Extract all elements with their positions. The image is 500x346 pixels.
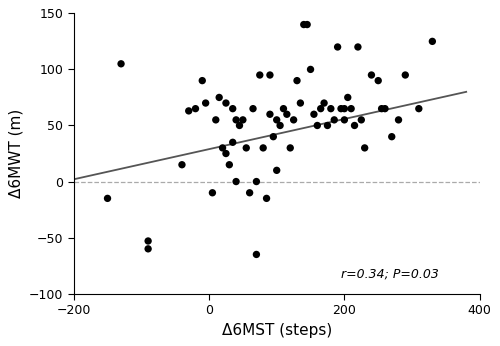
Point xyxy=(198,78,206,83)
Point xyxy=(306,67,314,72)
Point xyxy=(236,123,244,128)
Point xyxy=(252,179,260,184)
Point xyxy=(256,72,264,78)
Point xyxy=(340,106,348,111)
Point xyxy=(276,123,284,128)
Point xyxy=(324,123,332,128)
Point xyxy=(259,145,267,151)
X-axis label: Δ6MST (steps): Δ6MST (steps) xyxy=(222,323,332,338)
Point xyxy=(222,100,230,106)
Point xyxy=(314,123,322,128)
Point xyxy=(415,106,423,111)
Point xyxy=(296,100,304,106)
Point xyxy=(316,106,324,111)
Point xyxy=(232,117,240,122)
Point xyxy=(378,106,386,111)
Point xyxy=(144,238,152,244)
Point xyxy=(266,111,274,117)
Point xyxy=(246,190,254,195)
Point xyxy=(368,72,376,78)
Point xyxy=(310,111,318,117)
Point xyxy=(402,72,409,78)
Point xyxy=(249,106,257,111)
Point xyxy=(286,145,294,151)
Point xyxy=(266,72,274,78)
Point xyxy=(270,134,278,139)
Point xyxy=(232,179,240,184)
Point xyxy=(117,61,125,66)
Point xyxy=(272,167,280,173)
Y-axis label: Δ6MWT (m): Δ6MWT (m) xyxy=(8,109,24,198)
Point xyxy=(202,100,209,106)
Point xyxy=(104,195,112,201)
Point xyxy=(242,145,250,151)
Point xyxy=(144,246,152,252)
Point xyxy=(262,195,270,201)
Point xyxy=(340,117,348,122)
Point xyxy=(283,111,291,117)
Point xyxy=(226,162,234,167)
Point xyxy=(192,106,200,111)
Point xyxy=(272,117,280,122)
Point xyxy=(394,117,402,122)
Point xyxy=(347,106,355,111)
Point xyxy=(208,190,216,195)
Point xyxy=(293,78,301,83)
Point xyxy=(228,139,236,145)
Point xyxy=(358,117,366,122)
Point xyxy=(334,44,342,50)
Point xyxy=(228,106,236,111)
Point xyxy=(354,44,362,50)
Point xyxy=(290,117,298,122)
Point xyxy=(374,78,382,83)
Point xyxy=(428,39,436,44)
Point xyxy=(344,95,352,100)
Point xyxy=(222,151,230,156)
Point xyxy=(212,117,220,122)
Point xyxy=(280,106,287,111)
Point xyxy=(330,117,338,122)
Point xyxy=(252,252,260,257)
Point xyxy=(360,145,368,151)
Point xyxy=(303,22,311,27)
Point xyxy=(300,22,308,27)
Point xyxy=(381,106,389,111)
Point xyxy=(239,117,247,122)
Point xyxy=(320,100,328,106)
Point xyxy=(215,95,223,100)
Point xyxy=(337,106,345,111)
Point xyxy=(178,162,186,167)
Point xyxy=(388,134,396,139)
Point xyxy=(184,108,192,114)
Point xyxy=(327,106,335,111)
Point xyxy=(218,145,226,151)
Text: r=0.34; P=0.03: r=0.34; P=0.03 xyxy=(341,267,439,280)
Point xyxy=(350,123,358,128)
